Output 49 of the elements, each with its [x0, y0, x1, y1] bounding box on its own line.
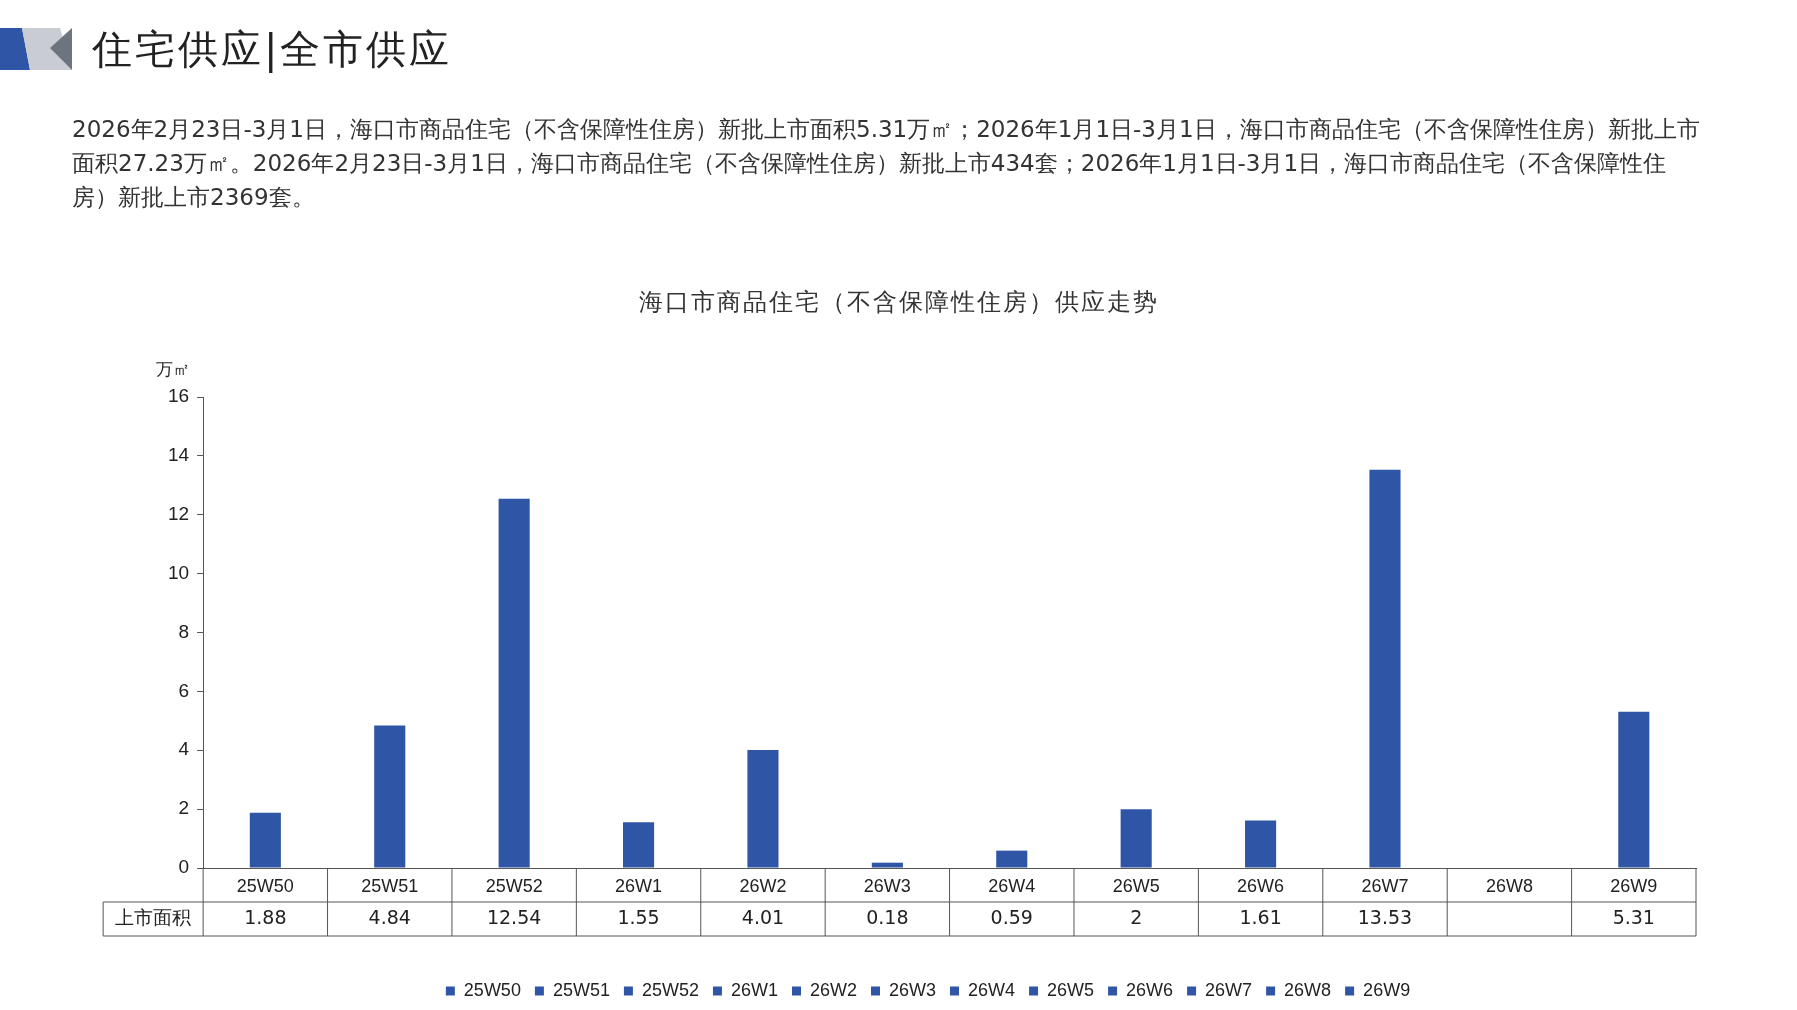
x-tick-label: 26W2	[739, 875, 787, 896]
x-tick-label: 26W6	[1237, 875, 1285, 896]
y-axis-title: 万㎡	[156, 358, 191, 379]
y-tick-label: 0	[178, 856, 190, 878]
legend-label: 26W2	[809, 979, 857, 1000]
text: 上市面积	[115, 905, 192, 928]
x-tick-label: 26W7	[1361, 875, 1409, 896]
x-tick-label: 25W51	[361, 875, 419, 896]
data-label: 1.55	[617, 905, 660, 928]
legend-label: 25W51	[552, 979, 610, 1000]
x-tick-label: 26W8	[1485, 875, 1533, 896]
x-tick-label: 25W50	[236, 875, 294, 896]
x-tick-label: 25W52	[485, 875, 543, 896]
legend-label: 26W5	[1047, 979, 1095, 1000]
y-tick-label: 8	[178, 620, 190, 642]
data-label: 12.54	[486, 905, 542, 928]
data-label: 1.61	[1239, 905, 1282, 928]
legend-label: 25W50	[463, 979, 521, 1000]
legend-label: 26W4	[968, 979, 1016, 1000]
data-label: 0.18	[866, 905, 909, 928]
legend-label: 26W3	[888, 979, 937, 1000]
legend-label: 26W6	[1126, 979, 1174, 1000]
legend-label: 26W1	[730, 979, 778, 1000]
y-tick-label: 12	[167, 502, 190, 524]
legend-label: 26W9	[1363, 979, 1411, 1000]
y-tick-label: 2	[178, 797, 190, 819]
legend-label: 26W8	[1284, 979, 1332, 1000]
data-label: 4.01	[741, 905, 785, 928]
data-label: 4.84	[368, 905, 411, 928]
y-tick-label: 14	[167, 444, 190, 466]
data-label: 2	[1130, 905, 1143, 928]
legend-label: 26W7	[1205, 979, 1253, 1000]
x-tick-label: 26W9	[1610, 875, 1658, 896]
x-tick-label: 26W4	[988, 875, 1036, 896]
data-label: 5.31	[1612, 905, 1655, 928]
x-tick-label: 26W1	[615, 875, 663, 896]
data-label: 0.59	[990, 905, 1033, 928]
chart-title: 海口市商品住宅（不含保障性住房）供应走势	[637, 287, 1160, 318]
text: 住宅供应|全市供应	[92, 25, 453, 75]
legend-label: 25W52	[641, 979, 699, 1000]
y-tick-label: 10	[167, 561, 190, 583]
y-tick-label: 4	[178, 738, 190, 760]
x-tick-label: 26W3	[863, 875, 911, 896]
text: 2026年2月23日-3月1日，海口市商品住宅（不含保障性住房）新批上市面积5.31万㎡；2026年1月1日-3月1日，海口市商品住宅（不含保障性住房）新批上市面积27.23万㎡。2026年2月23日-3月1日，海口市商品住宅（不含保障性住房）新批上市434套；2026年1月1日-3月1日，海口市商品住宅（不含保障性住房）新批上市2369套。	[72, 115, 1701, 212]
data-label: 13.53	[1357, 905, 1413, 928]
x-tick-label: 26W5	[1112, 875, 1160, 896]
data-label: 1.88	[244, 905, 287, 928]
y-tick-label: 16	[167, 385, 190, 407]
y-tick-label: 6	[178, 679, 190, 701]
